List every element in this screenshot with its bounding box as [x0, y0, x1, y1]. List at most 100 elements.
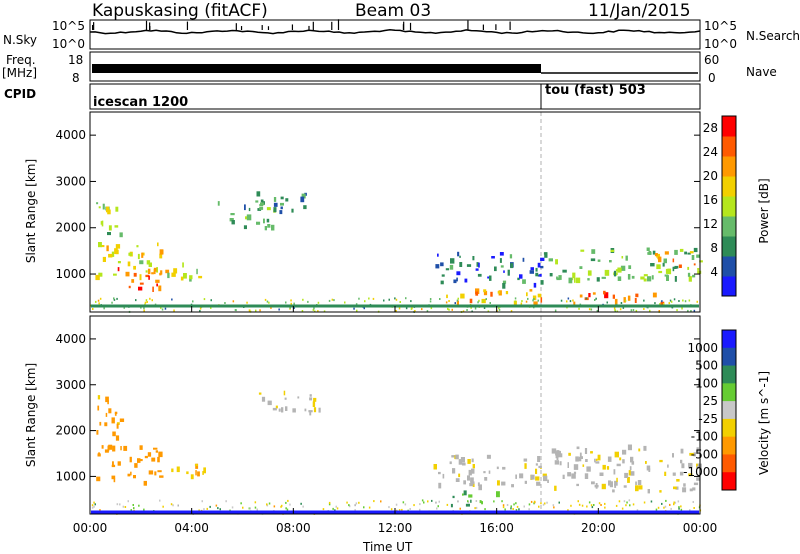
scatter-cell: [496, 466, 499, 470]
scatter-cell: [98, 242, 102, 248]
scatter-cell: [537, 262, 541, 268]
scatter-cell: [285, 501, 287, 504]
scatter-cell: [689, 452, 694, 456]
velocity-data: [91, 390, 702, 515]
scatter-cell: [596, 310, 599, 312]
scatter-cell: [97, 405, 100, 411]
scatter-cell: [133, 507, 135, 510]
scatter-cell: [127, 500, 129, 503]
scatter-cell: [176, 466, 180, 473]
scatter-cell: [171, 468, 174, 473]
scatter-cell: [496, 491, 500, 498]
scatter-cell: [199, 307, 202, 310]
scatter-cell: [672, 258, 675, 263]
scatter-cell: [667, 464, 669, 468]
scatter-cell: [151, 299, 153, 302]
scatter-cell: [624, 472, 629, 478]
scatter-cell: [115, 244, 121, 249]
scatter-cell: [303, 205, 307, 210]
scatter-cell: [691, 255, 695, 260]
scatter-cell: [666, 275, 669, 281]
nsky-tick-low: 10^0: [52, 37, 85, 51]
scatter-cell: [515, 502, 517, 505]
cpid-mode-2: tou (fast) 503: [545, 83, 646, 98]
scatter-cell: [623, 297, 626, 303]
scatter-cell: [544, 502, 546, 505]
scatter-cell: [681, 463, 685, 469]
scatter-cell: [199, 309, 201, 312]
scatter-cell: [604, 292, 609, 299]
scatter-cell: [524, 480, 527, 484]
scatter-cell: [597, 454, 601, 461]
scatter-cell: [622, 306, 625, 309]
scatter-cell: [112, 445, 116, 452]
scatter-cell: [410, 300, 412, 303]
scatter-cell: [567, 472, 572, 477]
scatter-cell: [635, 309, 638, 312]
scatter-cell: [566, 300, 568, 303]
scatter-cell: [684, 251, 687, 255]
scatter-cell: [309, 394, 312, 397]
scatter-cell: [696, 463, 700, 468]
scatter-cell: [335, 505, 337, 508]
scatter-cell: [209, 505, 211, 508]
scatter-cell: [451, 455, 455, 458]
scatter-cell: [313, 407, 317, 413]
scatter-cell: [678, 507, 680, 510]
scatter-cell: [647, 489, 650, 494]
scatter-cell: [172, 504, 174, 507]
scatter-cell: [243, 225, 247, 230]
scatter-cell: [622, 449, 627, 455]
scatter-cell: [696, 477, 700, 481]
scatter-cell: [260, 199, 264, 203]
scatter-cell: [278, 408, 281, 412]
scatter-cell: [97, 299, 100, 302]
scatter-cell: [482, 300, 484, 303]
scatter-cell: [527, 297, 529, 300]
scatter-cell: [146, 260, 151, 265]
scatter-cell: [659, 459, 663, 463]
scatter-cell: [677, 500, 680, 503]
scatter-cell: [395, 310, 397, 312]
scatter-cell: [459, 507, 461, 510]
scatter-cell: [680, 508, 683, 511]
scatter-cell: [456, 277, 458, 282]
scatter-cell: [290, 302, 292, 305]
scatter-cell: [528, 508, 530, 511]
scatter-cell: [458, 473, 461, 478]
scatter-cell: [301, 193, 306, 199]
scatter-cell: [313, 397, 317, 402]
scatter-cell: [137, 253, 140, 260]
scatter-cell: [526, 292, 528, 297]
scatter-cell: [368, 506, 371, 509]
nave-label: Nave: [746, 65, 777, 79]
scatter-cell: [414, 310, 416, 312]
scatter-cell: [104, 422, 108, 427]
scatter-cell: [322, 508, 325, 511]
nsky-spikes: [92, 19, 511, 30]
scatter-cell: [551, 448, 557, 454]
scatter-cell: [373, 500, 375, 503]
scatter-cell: [614, 298, 618, 305]
scatter-cell: [540, 280, 544, 285]
scatter-cell: [688, 462, 693, 468]
scatter-cell: [507, 269, 510, 276]
scatter-cell: [293, 302, 295, 305]
scatter-cell: [515, 474, 517, 479]
scatter-cell: [405, 307, 408, 310]
scatter-cell: [620, 302, 623, 304]
scatter-cell: [673, 503, 675, 506]
scatter-cell: [119, 418, 125, 422]
scatter-cell: [682, 487, 687, 493]
scatter-cell: [452, 468, 456, 474]
scatter-cell: [659, 490, 662, 493]
scatter-cell: [614, 310, 617, 313]
scatter-cell: [423, 501, 425, 504]
scatter-cell: [540, 297, 543, 303]
scatter-cell: [302, 505, 304, 508]
scatter-cell: [657, 506, 660, 509]
power-colorbar-swatch: [722, 276, 736, 297]
scatter-cell: [430, 307, 433, 310]
xtick-label: 08:00: [276, 521, 311, 535]
scatter-cell: [300, 196, 305, 203]
